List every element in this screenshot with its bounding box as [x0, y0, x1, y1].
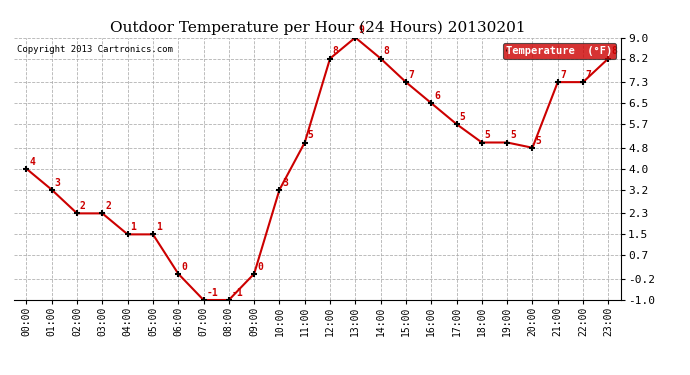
Text: -1: -1 [232, 288, 244, 298]
Text: 3: 3 [55, 178, 61, 188]
Text: 8: 8 [611, 46, 617, 56]
Text: 7: 7 [586, 70, 592, 80]
Legend: Temperature  (°F): Temperature (°F) [503, 43, 615, 59]
Text: 6: 6 [434, 91, 440, 101]
Text: 1: 1 [130, 222, 137, 232]
Text: 3: 3 [282, 178, 288, 188]
Text: 2: 2 [80, 201, 86, 211]
Text: 5: 5 [535, 136, 541, 146]
Text: 1: 1 [156, 222, 161, 232]
Text: 2: 2 [105, 201, 111, 211]
Text: 0: 0 [257, 262, 263, 272]
Title: Outdoor Temperature per Hour (24 Hours) 20130201: Outdoor Temperature per Hour (24 Hours) … [110, 21, 525, 35]
Text: 7: 7 [408, 70, 415, 80]
Text: Copyright 2013 Cartronics.com: Copyright 2013 Cartronics.com [17, 45, 172, 54]
Text: 5: 5 [308, 130, 313, 140]
Text: 7: 7 [560, 70, 566, 80]
Text: 0: 0 [181, 262, 187, 272]
Text: 8: 8 [333, 46, 339, 56]
Text: -1: -1 [206, 288, 218, 298]
Text: 8: 8 [384, 46, 389, 56]
Text: 9: 9 [358, 26, 364, 35]
Text: 5: 5 [460, 112, 465, 122]
Text: 5: 5 [510, 130, 516, 140]
Text: 5: 5 [484, 130, 491, 140]
Text: 4: 4 [29, 157, 35, 166]
